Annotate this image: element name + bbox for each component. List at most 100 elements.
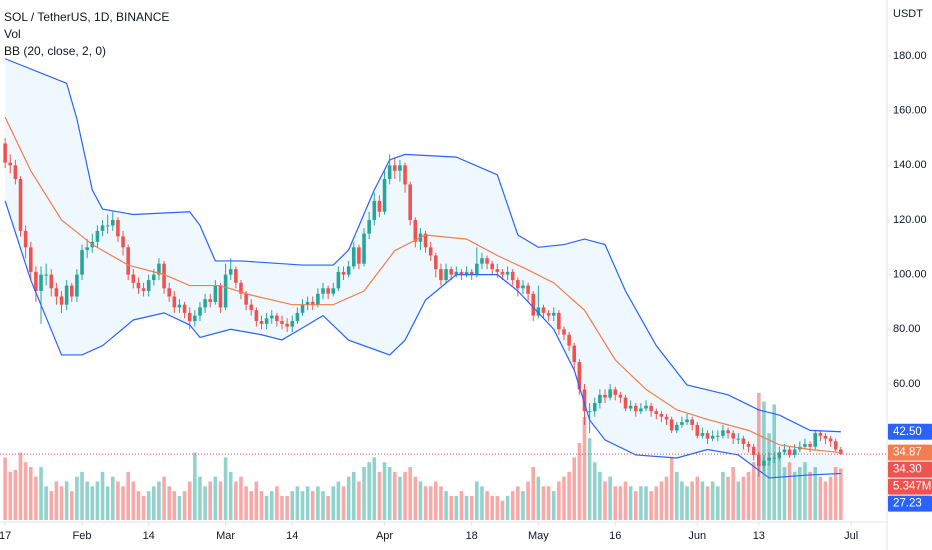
candle-body <box>228 269 233 275</box>
candle-body <box>218 285 223 308</box>
last-close-label: 34.30 <box>893 464 922 476</box>
candle-body <box>710 435 715 439</box>
x-tick-label: May <box>528 530 549 542</box>
volume-bar <box>105 486 110 520</box>
candle-body <box>464 271 469 275</box>
volume-bar <box>305 486 310 520</box>
candle-body <box>674 424 679 431</box>
candle-body <box>157 263 161 275</box>
candle-body <box>803 444 807 447</box>
candle-body <box>75 274 79 297</box>
candle-body <box>449 269 453 275</box>
x-tick-label: 13 <box>753 530 765 542</box>
volume-bar <box>603 481 607 520</box>
volume-bar <box>310 491 315 520</box>
x-tick-label: Jul <box>844 530 858 542</box>
x-tick-label: Apr <box>376 530 393 542</box>
candle-body <box>833 441 838 450</box>
y-tick-label: 120.00 <box>893 214 927 226</box>
volume-bar <box>428 486 433 520</box>
y-tick-label: 80.00 <box>893 323 921 335</box>
volume-bar <box>218 481 223 520</box>
volume-bar <box>275 486 279 520</box>
volume-bar <box>167 486 171 520</box>
volume-bar <box>787 462 792 520</box>
plot <box>0 58 887 520</box>
candle-body <box>721 430 725 436</box>
x-tick-label: Feb <box>73 530 92 542</box>
candle-body <box>695 424 700 436</box>
volume-bar <box>434 481 438 520</box>
volume-bar <box>710 481 715 520</box>
candle-body <box>551 312 556 316</box>
volume-bar <box>239 476 243 520</box>
candle-body <box>275 315 279 322</box>
x-tick-label: 14 <box>143 530 155 542</box>
candle-body <box>162 263 166 289</box>
candle-body <box>326 288 330 294</box>
candle-body <box>213 285 218 302</box>
candle-body <box>357 247 361 264</box>
candle-body <box>680 422 684 425</box>
candle-body <box>700 433 705 436</box>
candle-body <box>762 460 766 466</box>
volume-bar <box>608 476 612 520</box>
volume-bar <box>269 491 274 520</box>
volume-bar <box>495 495 500 520</box>
candle-body <box>746 444 751 447</box>
candle-body <box>757 454 761 466</box>
volume-bar <box>177 495 182 520</box>
candle-body <box>459 271 464 275</box>
volume-bar <box>690 481 694 520</box>
volume-bar <box>90 486 95 520</box>
candle-body <box>475 263 479 275</box>
volume-bar <box>331 486 336 520</box>
volume-bar <box>372 457 377 520</box>
candle-body <box>823 435 828 439</box>
volume-bar <box>639 486 643 520</box>
candle-body <box>305 301 310 305</box>
candle-body <box>203 299 207 308</box>
volume-bar <box>485 491 489 520</box>
volume-bar <box>505 495 510 520</box>
candle-body <box>541 307 546 313</box>
candle-body <box>59 296 64 305</box>
candle-body <box>516 280 520 289</box>
volume-bar <box>336 481 341 520</box>
volume-bar <box>162 476 166 520</box>
candle-body <box>44 274 48 276</box>
candle-body <box>392 165 397 171</box>
candle-body <box>726 430 730 434</box>
volume-bar <box>49 491 54 520</box>
volume-bar <box>644 486 648 520</box>
candle-body <box>500 271 505 275</box>
candle-body <box>731 433 735 439</box>
candle-body <box>152 274 156 281</box>
volume-bar <box>685 486 689 520</box>
candle-body <box>331 288 336 294</box>
volume-bar <box>403 471 407 520</box>
candle-body <box>777 452 782 458</box>
bollinger-line <box>4 116 841 454</box>
volume-bar <box>131 481 136 520</box>
volume-bar <box>146 491 151 520</box>
candle-body <box>536 307 541 316</box>
candle-body <box>254 310 259 322</box>
candle-body <box>64 285 69 305</box>
volume-bar <box>203 486 207 520</box>
x-tick-label: 14 <box>286 530 298 542</box>
candle-body <box>741 438 746 445</box>
candle-body <box>111 219 115 226</box>
volume-bar <box>777 457 782 520</box>
candle-body <box>295 312 300 322</box>
candle-body <box>13 165 18 179</box>
volume-bar <box>782 467 787 520</box>
candle-body <box>167 288 171 297</box>
candle-body <box>126 247 130 275</box>
candle-body <box>403 165 407 185</box>
bb-title: BB (20, close, 2, 0) <box>4 44 106 58</box>
volume-bar <box>346 476 351 520</box>
candle-body <box>121 236 125 248</box>
volume-bar <box>244 486 248 520</box>
volume-bar <box>326 495 330 520</box>
